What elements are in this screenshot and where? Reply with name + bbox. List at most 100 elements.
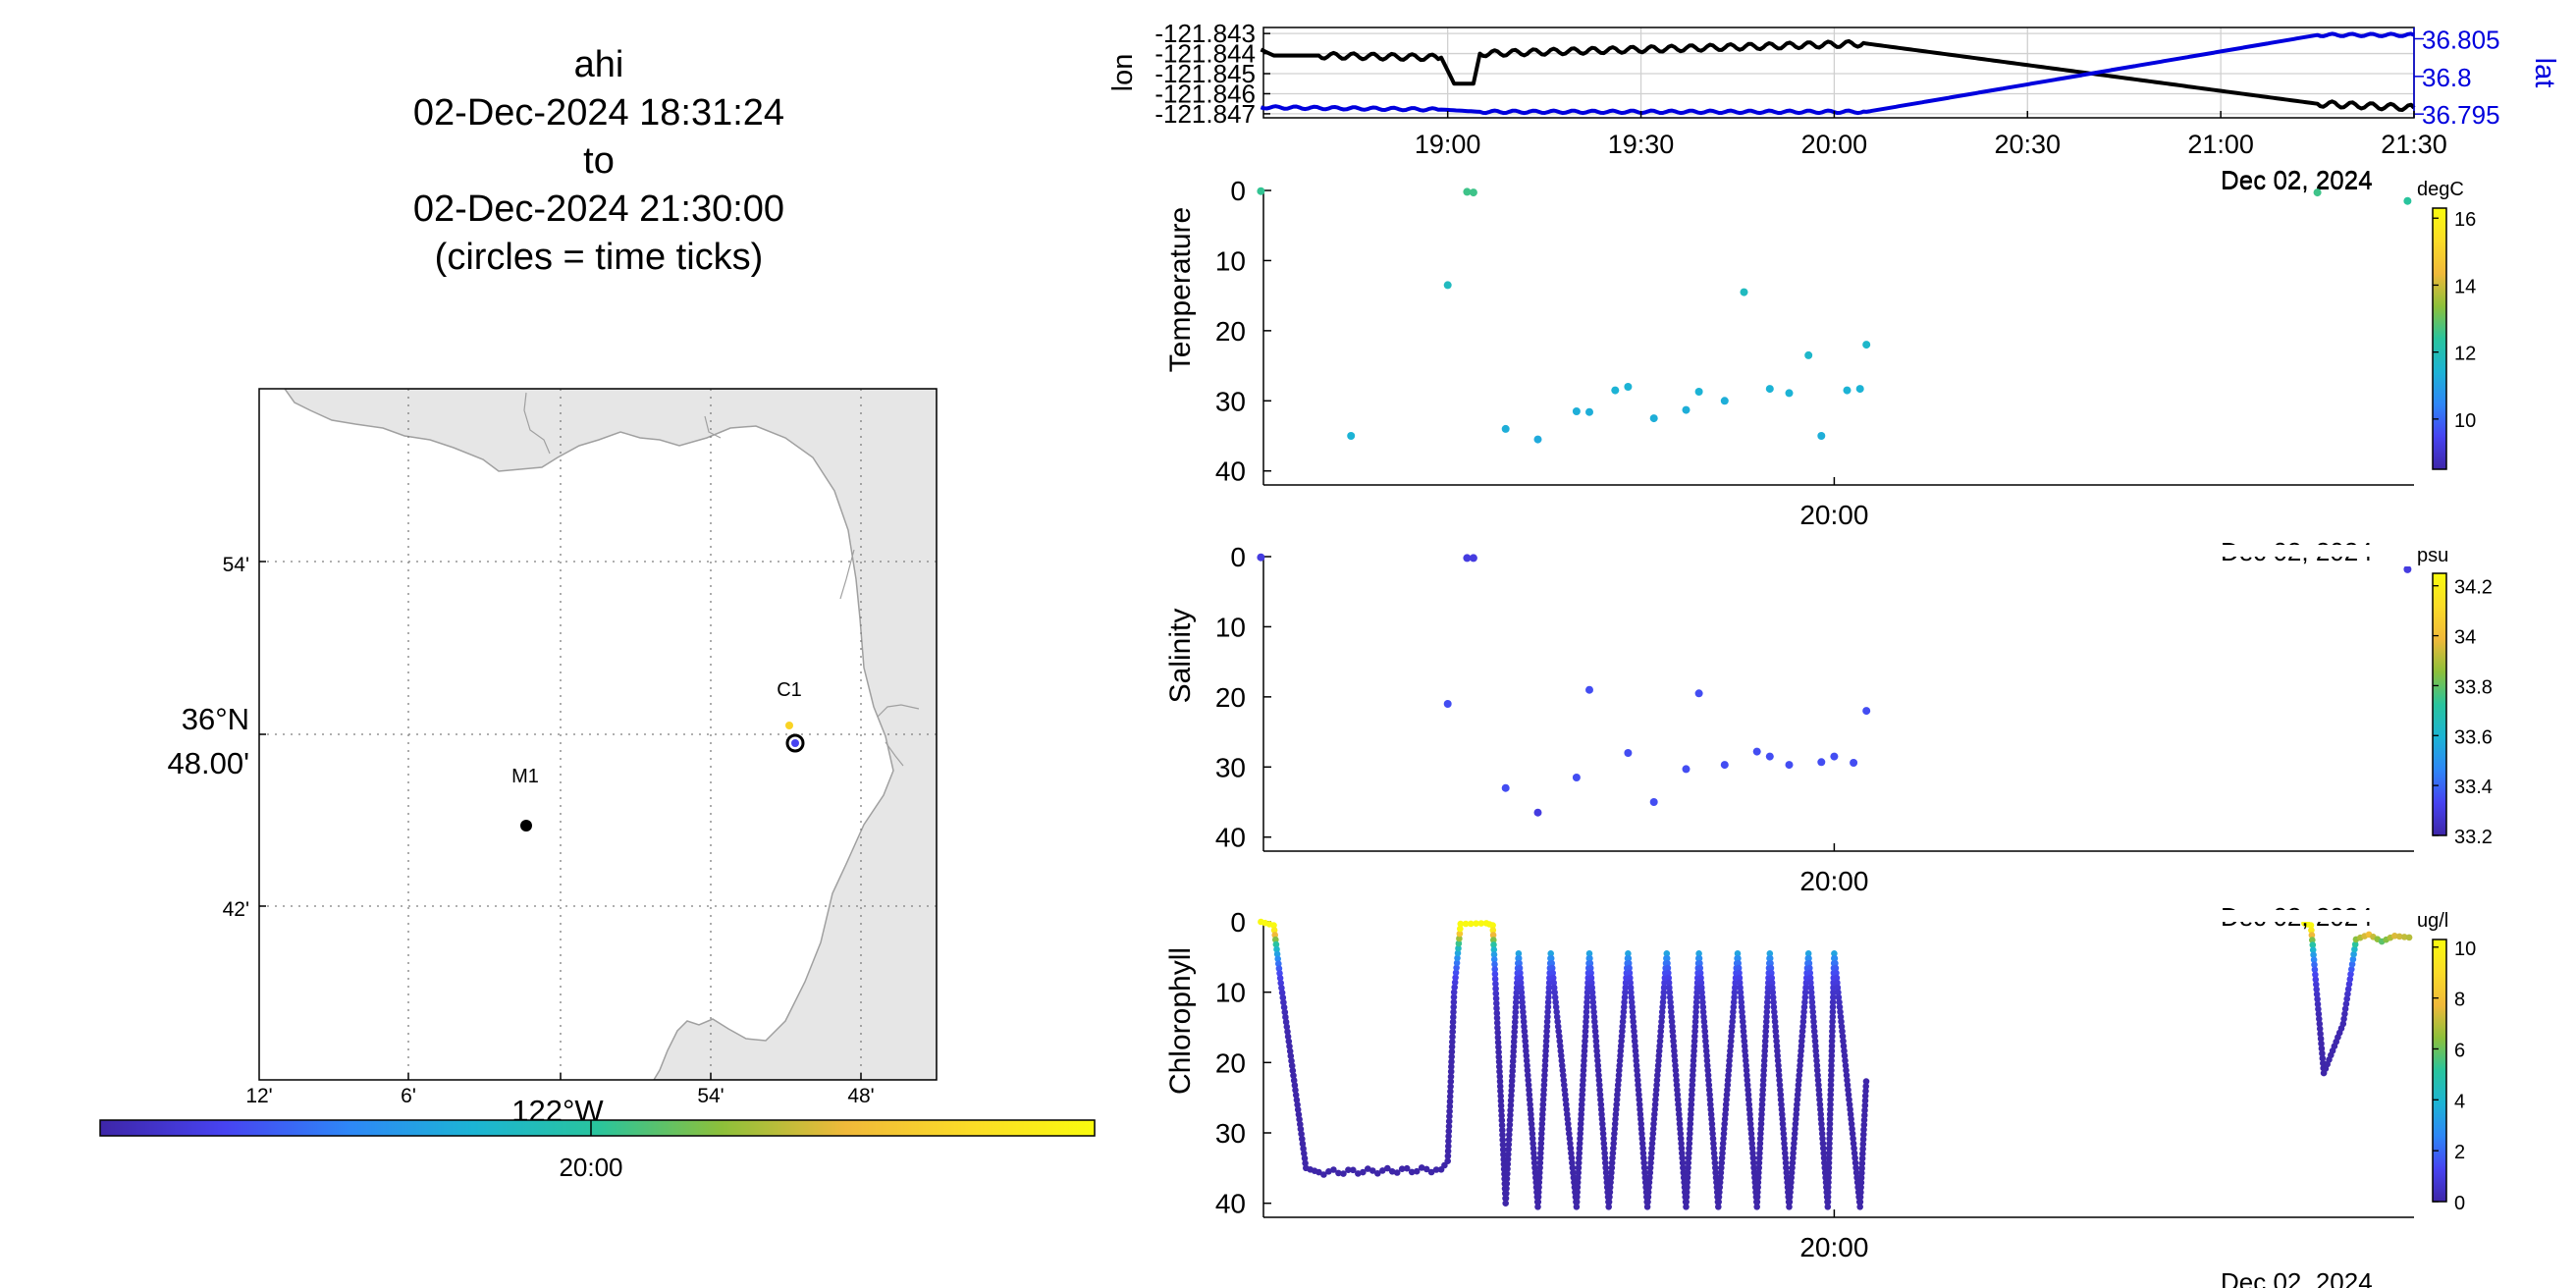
chlorophyll-data-point (1706, 1091, 1713, 1099)
chlorophyll-data-point (1645, 1184, 1652, 1191)
chlorophyll-data-point (1636, 1091, 1642, 1099)
chlorophyll-data-point (1622, 984, 1630, 992)
chlorophyll-data-point (1585, 950, 1593, 957)
chlorophyll-data-point (1457, 920, 1465, 928)
chlorophyll-data-point (1676, 1115, 1683, 1123)
chlorophyll-data-point (1543, 1028, 1550, 1035)
chlorophyll-data-point (1549, 974, 1557, 982)
chlorophyll-data-point (1704, 1072, 1712, 1079)
chlorophyll-data-point (1626, 969, 1634, 977)
chlorophyll-data-point (1744, 1077, 1751, 1084)
chlorophyll-data-point (1708, 1125, 1716, 1133)
lonlat-series (1260, 31, 2416, 116)
chlorophyll-data-point (1690, 1062, 1697, 1069)
chlorophyll-data-point (1721, 1115, 1729, 1123)
chlorophyll-data-point (1818, 1125, 1826, 1133)
chlorophyll-data-point (1692, 1003, 1700, 1011)
chlorophyll-data-point (1510, 1043, 1518, 1050)
chlorophyll-data-point (1813, 1057, 1820, 1064)
chlorophyll-data-point (1760, 1062, 1768, 1069)
chlorophyll-data-point (1582, 1033, 1589, 1040)
chlorophyll-data-point (1587, 969, 1594, 977)
chlorophyll-data-point (1781, 1140, 1788, 1148)
chlorophyll-data-point (1644, 1199, 1651, 1206)
salinity-colorbar-tick-label: 34 (2454, 627, 2476, 649)
chlorophyll-data-point (1760, 1057, 1768, 1064)
chlorophyll-data-point (1722, 1105, 1730, 1113)
temperature-data-point (1443, 281, 1452, 290)
chlorophyll-data-point (1645, 1179, 1653, 1186)
chlorophyll-data-point (1640, 1154, 1647, 1161)
chlorophyll-data-point (2309, 941, 2317, 948)
chlorophyll-data-point (1705, 1081, 1713, 1089)
chlorophyll-data-point (1724, 1081, 1732, 1089)
chlorophyll-data-point (1764, 989, 1772, 996)
chlorophyll-data-point (1826, 1125, 1834, 1133)
chlorophyll-data-point (2346, 976, 2354, 983)
chlorophyll-data-point (1615, 1077, 1622, 1084)
chlorophyll-data-point (1716, 1189, 1723, 1196)
chlorophyll-data-point (1770, 998, 1777, 1006)
lat-tick-label: 36.805 (2422, 26, 2500, 55)
chlorophyll-data-point (1827, 1096, 1834, 1103)
chlorophyll-data-point (2340, 1015, 2347, 1023)
chlorophyll-data-point (1660, 993, 1667, 1001)
chlorophyll-data-point (1450, 993, 1458, 1000)
chlorophyll-data-point (1794, 1100, 1800, 1108)
chlorophyll-data-point (1542, 1047, 1549, 1054)
salinity-colorbar-tick-label: 33.2 (2454, 827, 2493, 848)
chlorophyll-data-point (1797, 1057, 1804, 1064)
temperature-y-tick-label: 0 (1230, 176, 1246, 206)
chlorophyll-data-point (1530, 1145, 1537, 1152)
chlorophyll-data-point (1801, 998, 1808, 1006)
chlorophyll-data-point (1828, 1038, 1836, 1045)
chlorophyll-data-point (1596, 1091, 1604, 1099)
chlorophyll-data-point (1825, 1169, 1832, 1176)
chlorophyll-data-point (1579, 1091, 1585, 1099)
chlorophyll-data-point (1637, 1105, 1643, 1113)
chlorophyll-data-point (1801, 993, 1809, 1001)
chlorophyll-data-point (2310, 956, 2318, 963)
chlorophyll-data-point (1672, 1067, 1680, 1074)
chlorophyll-data-point (1800, 1008, 1807, 1016)
chlorophyll-data-point (1537, 1145, 1544, 1152)
chlorophyll-data-point (1690, 1067, 1696, 1074)
chlorophyll-data-point (1812, 1052, 1820, 1059)
chlorophyll-data-point (1663, 950, 1671, 957)
chlorophyll-data-point (1703, 1052, 1710, 1059)
chlorophyll-data-point (1595, 1077, 1603, 1084)
chlorophyll-data-point (1535, 1184, 1542, 1191)
chlorophyll-data-point (1811, 1033, 1818, 1040)
temperature-data-point (1257, 187, 1265, 195)
chlorophyll-data-point (1418, 1164, 1425, 1171)
chlorophyll-data-point (1795, 1086, 1801, 1094)
chlorophyll-data-point (1809, 1013, 1817, 1021)
chlorophyll-data-point (1689, 1081, 1696, 1089)
chlorophyll-colorbar-tick-label: 8 (2454, 990, 2465, 1011)
chlorophyll-data-point (1767, 964, 1775, 972)
chlorophyll-data-point (1688, 1100, 1695, 1108)
chlorophyll-data-point (1813, 1062, 1821, 1069)
chlorophyll-data-point (1756, 1135, 1764, 1143)
chlorophyll-data-point (1432, 1166, 1440, 1173)
temperature-data-point (2313, 188, 2322, 197)
chlorophyll-data-point (1444, 1148, 1452, 1154)
chlorophyll-data-point (1609, 1154, 1616, 1161)
chlorophyll-data-point (1494, 1029, 1501, 1037)
chlorophyll-data-point (1544, 998, 1552, 1006)
chlorophyll-data-point (1617, 1043, 1625, 1049)
chlorophyll-data-point (1509, 1067, 1516, 1075)
chlorophyll-data-point (1590, 1013, 1598, 1021)
chlorophyll-data-point (1759, 1081, 1767, 1089)
chlorophyll-data-point (1774, 1047, 1781, 1054)
chlorophyll-data-point (1528, 1120, 1535, 1128)
chlorophyll-data-point (1447, 1073, 1455, 1080)
chlorophyll-data-point (2342, 1000, 2350, 1007)
chlorophyll-data-point (1812, 1043, 1819, 1049)
chlorophyll-data-point (2311, 966, 2319, 973)
chlorophyll-data-point (1280, 1003, 1288, 1011)
chlorophyll-data-point (1583, 993, 1591, 1001)
chlorophyll-data-point (1583, 998, 1590, 1006)
temperature-data-point (1740, 288, 1748, 296)
chlorophyll-data-point (2341, 1005, 2349, 1012)
